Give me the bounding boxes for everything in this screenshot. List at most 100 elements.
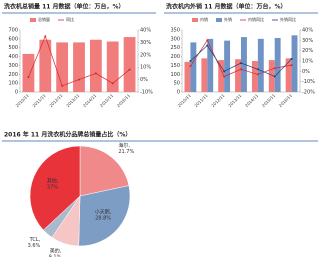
legend-label: 总销量 — [38, 16, 50, 22]
pie-slice — [29, 145, 81, 231]
y2-tick-label: 20% — [140, 52, 151, 58]
y-tick-label: 0 — [177, 90, 180, 96]
point — [44, 35, 47, 38]
slice-label: 小天鹅, — [95, 209, 112, 216]
slice-value: 3.6% — [28, 243, 41, 249]
y2-tick-label: -10% — [140, 90, 153, 96]
y-tick-label: 200 — [170, 54, 180, 60]
y-tick-label: 200 — [8, 72, 18, 78]
x-tick-label: 2013/11 — [65, 93, 81, 109]
bar — [39, 39, 52, 92]
y2-tick-label: 30% — [140, 40, 151, 46]
x-tick-label: 2015/11 — [261, 93, 277, 109]
bar — [106, 41, 119, 92]
point — [223, 70, 226, 73]
bar — [274, 37, 281, 92]
slice-value: 21.7% — [118, 149, 134, 155]
y2-tick-label: 0% — [302, 69, 310, 75]
y2-tick-label: 10% — [302, 59, 313, 65]
point — [206, 39, 209, 42]
point — [206, 44, 209, 47]
x-tick-label: 2012/11 — [210, 93, 226, 109]
y2-tick-label: 40% — [302, 28, 313, 34]
x-tick-label: 2016/11 — [278, 93, 294, 109]
y-tick-label: 0 — [15, 90, 18, 96]
bar — [56, 42, 69, 92]
x-tick-label: 2014/11 — [82, 93, 98, 109]
y-tick-label: 500 — [8, 45, 18, 51]
x-tick-label: 2014/11 — [244, 93, 260, 109]
point — [78, 78, 80, 81]
point — [240, 68, 242, 71]
point — [61, 84, 64, 87]
x-tick-label: 2011/11 — [31, 93, 47, 109]
point — [240, 62, 242, 65]
y2-tick-label: 20% — [302, 48, 313, 54]
bar — [201, 58, 208, 92]
legend-swatch — [216, 18, 222, 22]
chart-title: 2016 年 11 月洗衣机分品牌总销量占比（%） — [4, 131, 131, 139]
bar — [184, 61, 191, 92]
bar — [241, 37, 247, 92]
point — [189, 65, 192, 68]
y-tick-label: 350 — [170, 28, 180, 34]
bar — [207, 38, 214, 92]
bar — [235, 59, 241, 92]
point — [111, 82, 114, 85]
y-tick-label: 300 — [170, 36, 180, 42]
y2-tick-label: -20% — [302, 90, 315, 96]
point — [189, 60, 192, 62]
bar — [190, 42, 197, 92]
point — [27, 76, 30, 79]
point — [290, 64, 293, 67]
bar — [22, 53, 35, 92]
chart-title: 洗衣机内外销 11 月数据（单位：万台，%） — [166, 3, 287, 11]
y-tick-label: 100 — [170, 72, 180, 78]
slice-value: 9.1% — [49, 255, 62, 257]
y-tick-label: 400 — [8, 54, 18, 60]
bar — [123, 37, 136, 92]
pie-slice — [79, 145, 130, 197]
bar — [218, 60, 225, 92]
bar — [73, 42, 85, 92]
y-tick-label: 300 — [8, 63, 18, 69]
y-tick-label: 700 — [8, 28, 18, 34]
y-tick-label: 600 — [8, 36, 18, 42]
slice-label: TCL, — [29, 237, 41, 243]
x-tick-label: 2012/11 — [48, 93, 64, 109]
x-tick-label: 2011/11 — [193, 93, 209, 109]
bar — [89, 39, 102, 92]
point — [128, 68, 131, 71]
y2-tick-label: 30% — [302, 38, 313, 44]
slice-label: 海尔, — [118, 142, 130, 149]
point — [273, 67, 276, 70]
bar — [268, 60, 275, 92]
pie-slice — [78, 185, 131, 247]
bar — [285, 58, 292, 92]
y-tick-label: 250 — [170, 45, 180, 51]
y-tick-label: 50 — [174, 81, 180, 87]
chart-title: 洗衣机总销量 11 月数据（单位：万台，%） — [4, 3, 125, 11]
y2-tick-label: 40% — [140, 28, 151, 34]
point — [290, 57, 293, 60]
x-tick-label: 2015/11 — [99, 93, 115, 109]
legend-label: 同比 — [66, 16, 74, 22]
legend-label: 外销 — [224, 16, 232, 22]
y2-tick-label: 10% — [140, 65, 151, 71]
y2-tick-label: 0% — [140, 77, 148, 83]
y-tick-label: 100 — [8, 81, 18, 87]
point — [256, 73, 259, 76]
slice-value: 37% — [47, 185, 58, 191]
y-tick-label: 150 — [170, 63, 180, 69]
point — [256, 68, 259, 71]
legend-label: 内销 — [200, 16, 208, 22]
bar — [257, 38, 264, 92]
y2-tick-label: -10% — [302, 79, 315, 85]
point — [94, 72, 97, 75]
slice-value: 28.8% — [95, 216, 111, 222]
x-tick-label: 2016/11 — [116, 93, 132, 109]
slice-label: 美的, — [50, 248, 62, 255]
legend-swatch — [30, 18, 36, 22]
point — [273, 75, 276, 78]
